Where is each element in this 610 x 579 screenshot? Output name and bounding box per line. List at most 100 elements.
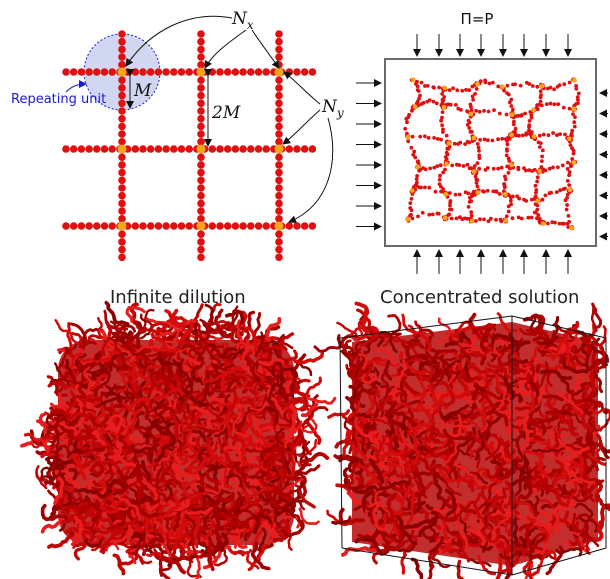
bead	[147, 68, 155, 76]
nx-label: Nx	[231, 9, 254, 32]
ny-arrow-top	[284, 72, 320, 104]
bead	[473, 164, 477, 168]
bead	[275, 153, 283, 161]
bead	[507, 93, 511, 97]
bead	[428, 98, 432, 102]
caption-infinite-dilution: Infinite dilution	[110, 287, 246, 308]
bead	[547, 133, 551, 137]
bead	[118, 192, 126, 200]
bead	[511, 216, 515, 220]
bead	[448, 88, 452, 92]
bead	[469, 210, 473, 214]
bead	[197, 130, 205, 138]
bead	[147, 222, 155, 230]
bead	[507, 205, 511, 209]
bead	[162, 222, 170, 230]
bead	[494, 218, 498, 222]
bead	[170, 68, 178, 76]
bead	[419, 186, 423, 190]
bead	[85, 68, 93, 76]
bead	[139, 145, 147, 153]
crosslink-node	[275, 68, 284, 77]
bead	[460, 89, 464, 93]
bead	[410, 146, 414, 150]
bead	[509, 199, 513, 203]
bead	[566, 222, 570, 226]
bead	[197, 238, 205, 246]
bead	[410, 208, 414, 212]
bead	[492, 167, 496, 171]
bead	[411, 135, 415, 139]
bead	[108, 145, 116, 153]
bead	[418, 135, 422, 139]
bead	[275, 46, 283, 54]
bead	[197, 138, 205, 146]
bead	[523, 112, 527, 116]
bead	[197, 161, 205, 169]
bead	[132, 145, 140, 153]
bead	[118, 76, 126, 84]
bead	[275, 215, 283, 223]
bead	[209, 68, 217, 76]
bead	[555, 190, 559, 194]
bead	[566, 193, 570, 197]
bead	[413, 156, 417, 160]
bead	[422, 101, 426, 105]
bead	[504, 177, 508, 181]
bead	[70, 222, 78, 230]
bead	[509, 104, 513, 108]
bead	[569, 164, 573, 168]
bead	[558, 188, 562, 192]
bead	[553, 221, 557, 225]
bead	[540, 104, 544, 108]
bead	[275, 84, 283, 92]
bead	[527, 125, 531, 129]
bead	[458, 141, 462, 145]
crosslink-node	[444, 162, 449, 167]
bead	[275, 161, 283, 169]
bead	[448, 191, 452, 195]
bead	[197, 184, 205, 192]
bead	[535, 180, 539, 184]
bead	[470, 130, 474, 134]
bead	[293, 68, 301, 76]
bead	[132, 68, 140, 76]
bead	[118, 200, 126, 208]
bead	[540, 155, 544, 159]
bead	[275, 38, 283, 46]
bead	[471, 95, 475, 99]
bead	[70, 145, 78, 153]
bead	[524, 199, 528, 203]
bead	[506, 84, 510, 88]
bead	[170, 222, 178, 230]
bead	[410, 109, 414, 113]
bead	[404, 117, 408, 121]
bead	[464, 88, 468, 92]
bead	[474, 219, 478, 223]
bead	[301, 68, 309, 76]
bead	[507, 159, 511, 163]
bead	[431, 213, 435, 217]
bead	[536, 204, 540, 208]
bead	[275, 123, 283, 131]
bead	[118, 92, 126, 100]
bead	[309, 68, 317, 76]
bead	[275, 246, 283, 254]
bead	[185, 222, 193, 230]
bead	[247, 145, 255, 153]
compressed-network-diagram: Π=P	[356, 10, 608, 274]
bead	[118, 84, 126, 92]
bead	[469, 105, 473, 109]
bead	[436, 137, 440, 141]
bead	[453, 142, 457, 146]
bead	[435, 102, 439, 106]
bead	[197, 61, 205, 69]
bead	[530, 216, 534, 220]
bead	[517, 197, 521, 201]
bead	[439, 190, 443, 194]
bead	[197, 177, 205, 185]
bead	[524, 169, 528, 173]
bead	[459, 108, 463, 112]
bead	[506, 143, 510, 147]
bead	[514, 127, 518, 131]
